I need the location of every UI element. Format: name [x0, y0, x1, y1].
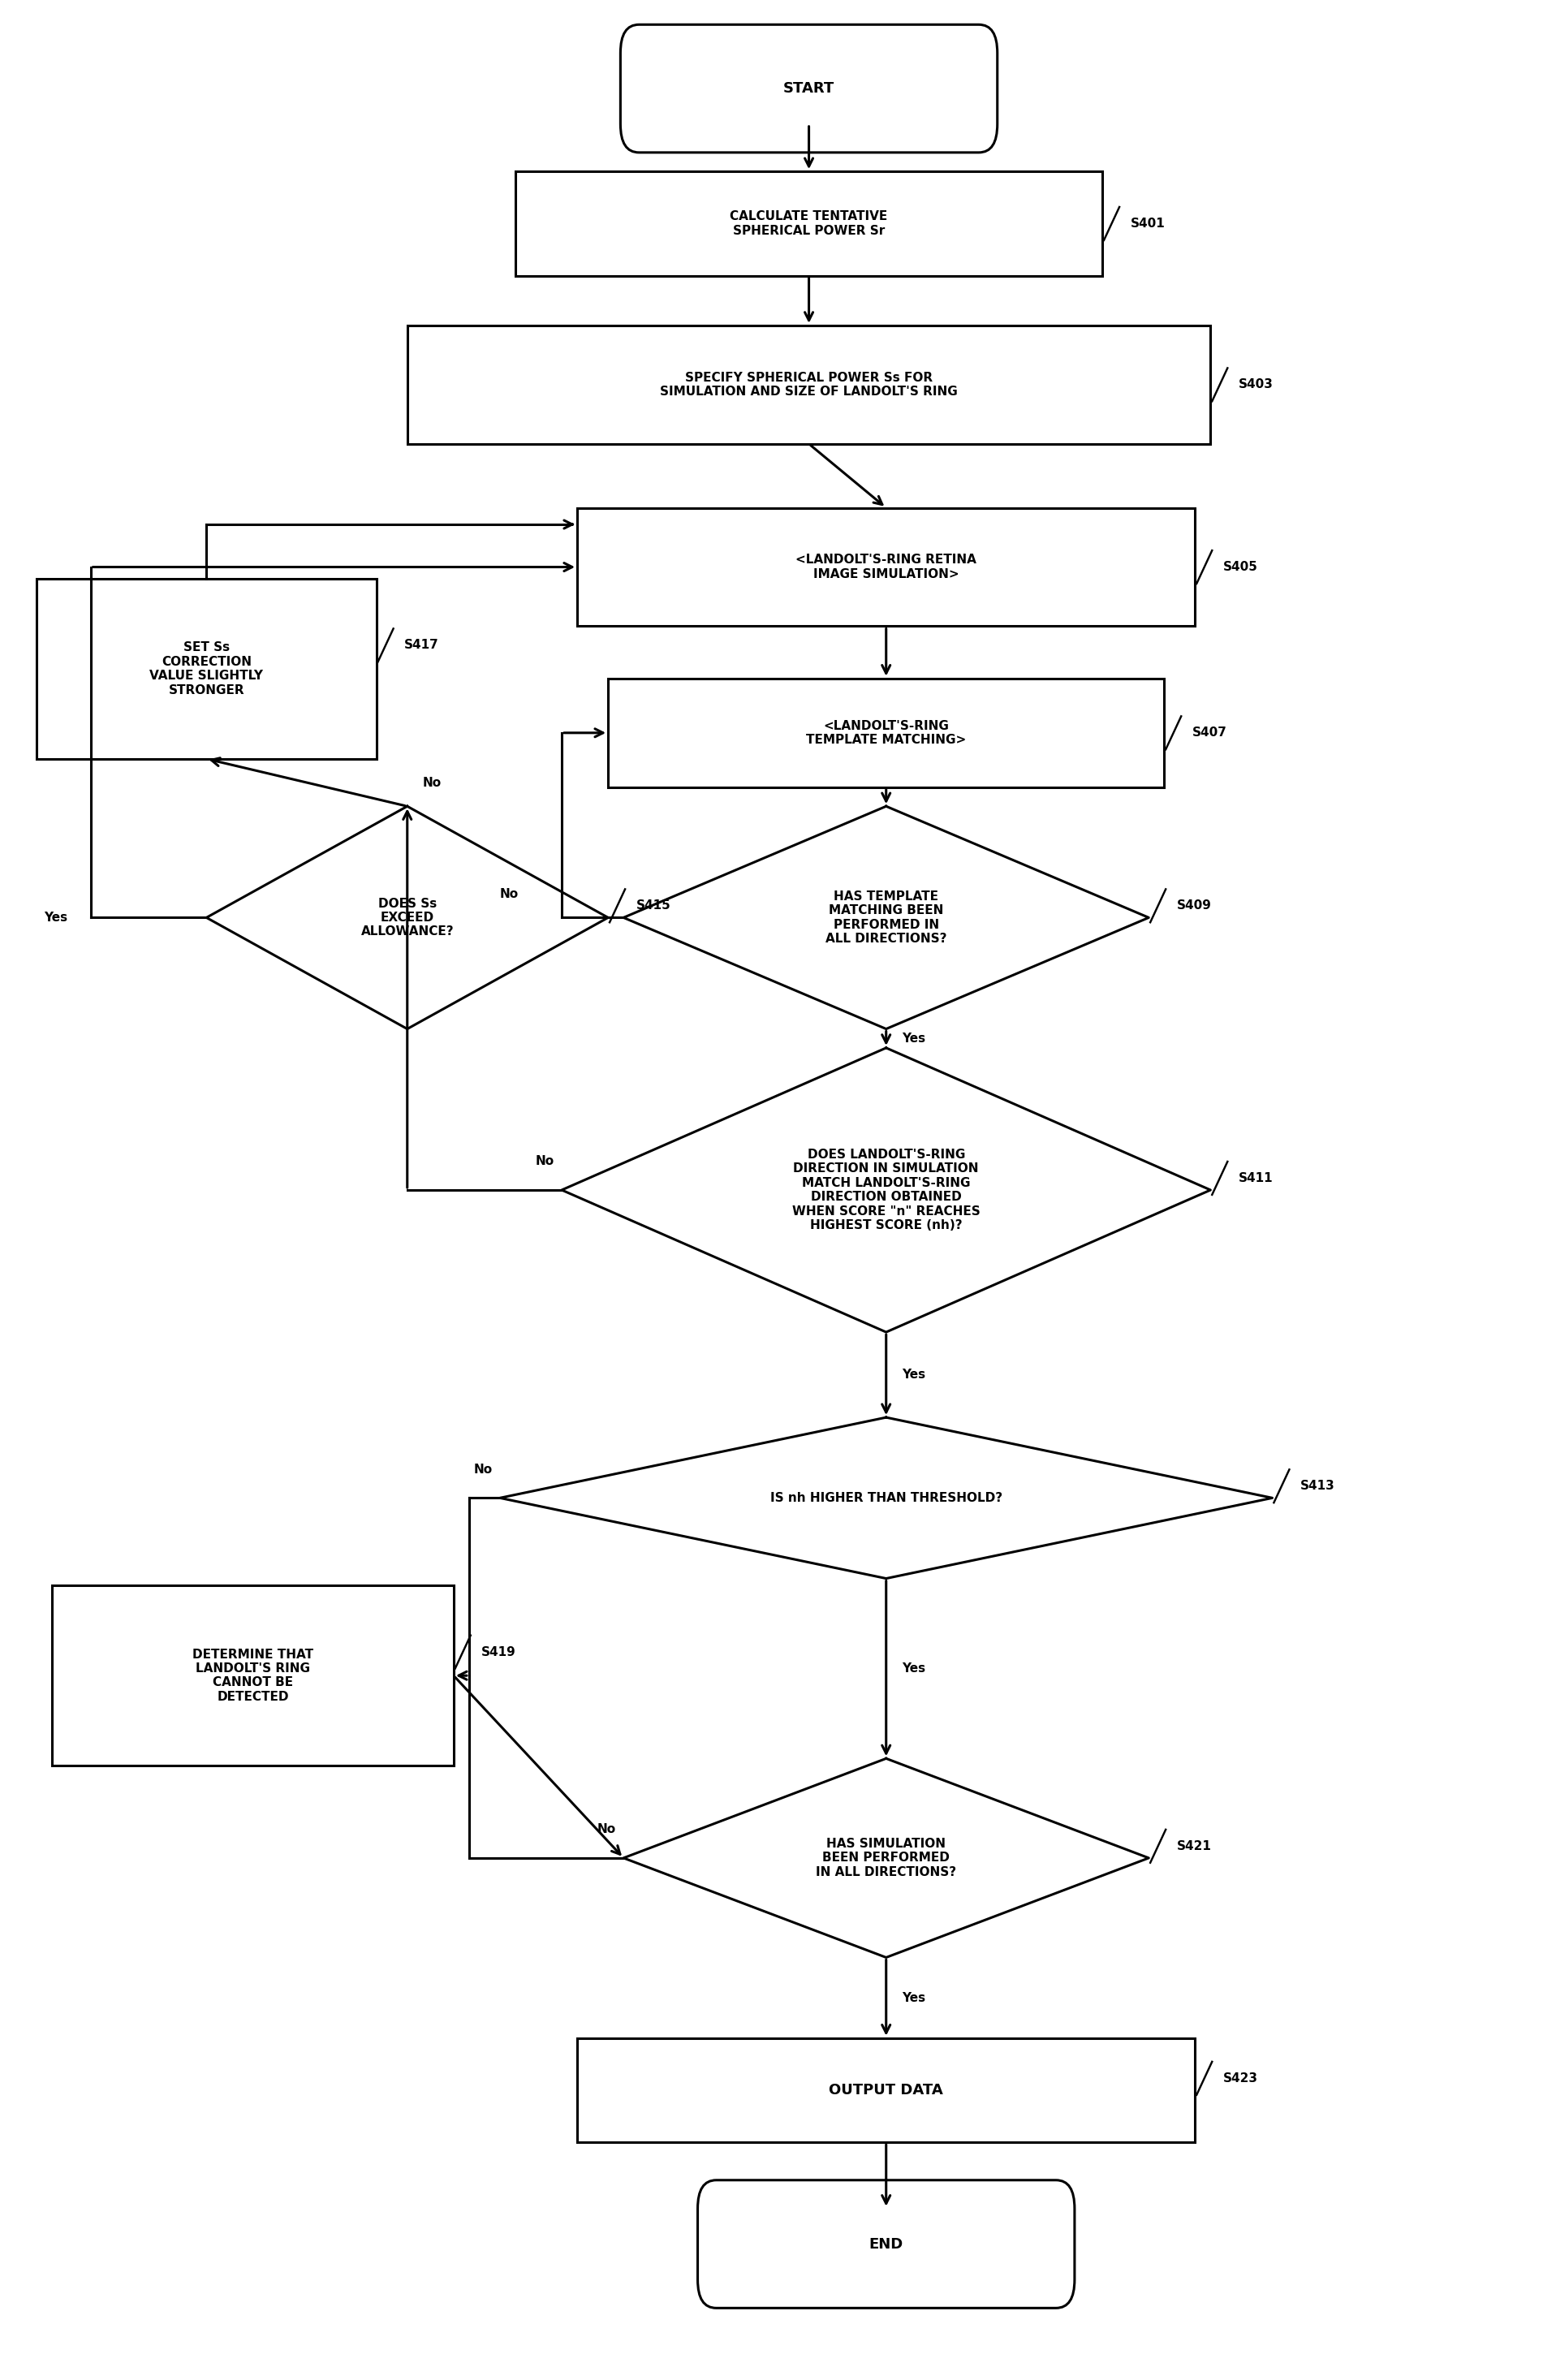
Text: S421: S421 — [1176, 1840, 1211, 1852]
Text: S419: S419 — [481, 1647, 517, 1659]
FancyBboxPatch shape — [608, 678, 1164, 788]
Text: S409: S409 — [1176, 900, 1211, 912]
Text: END: END — [868, 2237, 904, 2251]
Text: SET Ss
CORRECTION
VALUE SLIGHTLY
STRONGER: SET Ss CORRECTION VALUE SLIGHTLY STRONGE… — [149, 643, 263, 697]
Text: No: No — [423, 776, 442, 788]
Text: S417: S417 — [405, 640, 439, 652]
Text: HAS SIMULATION
BEEN PERFORMED
IN ALL DIRECTIONS?: HAS SIMULATION BEEN PERFORMED IN ALL DIR… — [815, 1837, 957, 1878]
Text: CALCULATE TENTATIVE
SPHERICAL POWER Sr: CALCULATE TENTATIVE SPHERICAL POWER Sr — [730, 209, 888, 236]
FancyBboxPatch shape — [515, 171, 1102, 276]
Text: S407: S407 — [1192, 726, 1226, 738]
Text: S405: S405 — [1223, 562, 1257, 574]
Polygon shape — [562, 1047, 1211, 1333]
Polygon shape — [207, 807, 608, 1028]
Text: S423: S423 — [1223, 2073, 1257, 2085]
Polygon shape — [499, 1418, 1273, 1578]
Text: <LANDOLT'S-RING RETINA
IMAGE SIMULATION>: <LANDOLT'S-RING RETINA IMAGE SIMULATION> — [795, 555, 977, 581]
FancyBboxPatch shape — [51, 1585, 454, 1766]
Text: S415: S415 — [636, 900, 671, 912]
Text: S401: S401 — [1130, 217, 1165, 228]
Text: Yes: Yes — [901, 1368, 926, 1380]
FancyBboxPatch shape — [36, 578, 377, 759]
Text: SPECIFY SPHERICAL POWER Ss FOR
SIMULATION AND SIZE OF LANDOLT'S RING: SPECIFY SPHERICAL POWER Ss FOR SIMULATIO… — [660, 371, 958, 397]
Text: S403: S403 — [1239, 378, 1273, 390]
Text: No: No — [499, 888, 518, 900]
Text: S411: S411 — [1239, 1171, 1273, 1185]
Text: No: No — [473, 1464, 492, 1476]
FancyBboxPatch shape — [577, 2037, 1195, 2142]
FancyBboxPatch shape — [697, 2180, 1075, 2309]
Text: DOES Ss
EXCEED
ALLOWANCE?: DOES Ss EXCEED ALLOWANCE? — [361, 897, 454, 938]
Text: Yes: Yes — [44, 912, 68, 923]
FancyBboxPatch shape — [577, 507, 1195, 626]
FancyBboxPatch shape — [621, 24, 997, 152]
Text: No: No — [535, 1154, 554, 1169]
Text: S413: S413 — [1301, 1480, 1335, 1492]
Text: Yes: Yes — [901, 1992, 926, 2004]
Text: HAS TEMPLATE
MATCHING BEEN
PERFORMED IN
ALL DIRECTIONS?: HAS TEMPLATE MATCHING BEEN PERFORMED IN … — [825, 890, 946, 945]
Text: IS nh HIGHER THAN THRESHOLD?: IS nh HIGHER THAN THRESHOLD? — [770, 1492, 1002, 1504]
Text: DETERMINE THAT
LANDOLT'S RING
CANNOT BE
DETECTED: DETERMINE THAT LANDOLT'S RING CANNOT BE … — [193, 1649, 313, 1702]
Text: START: START — [783, 81, 834, 95]
Text: No: No — [598, 1823, 616, 1835]
Text: Yes: Yes — [901, 1661, 926, 1676]
Text: DOES LANDOLT'S-RING
DIRECTION IN SIMULATION
MATCH LANDOLT'S-RING
DIRECTION OBTAI: DOES LANDOLT'S-RING DIRECTION IN SIMULAT… — [792, 1150, 980, 1230]
Text: <LANDOLT'S-RING
TEMPLATE MATCHING>: <LANDOLT'S-RING TEMPLATE MATCHING> — [806, 719, 966, 745]
Polygon shape — [624, 1759, 1148, 1956]
Text: OUTPUT DATA: OUTPUT DATA — [829, 2082, 943, 2097]
FancyBboxPatch shape — [408, 326, 1211, 443]
Polygon shape — [624, 807, 1148, 1028]
Text: Yes: Yes — [901, 1033, 926, 1045]
